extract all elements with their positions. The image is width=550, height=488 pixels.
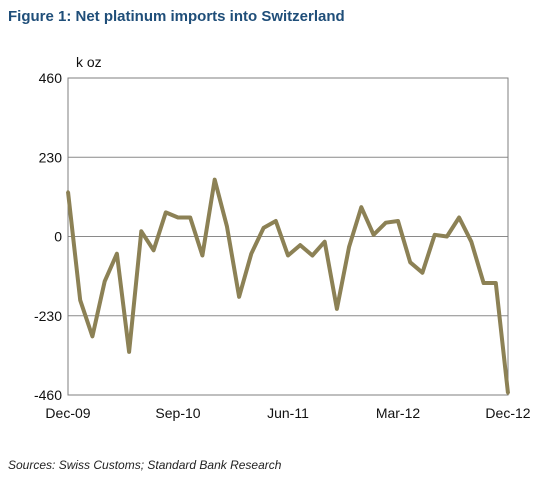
y-axis-unit-label: k oz — [76, 54, 102, 70]
y-tick-label: -460 — [34, 387, 62, 403]
data-point — [323, 240, 327, 244]
x-tick-label: Sep-10 — [155, 405, 200, 421]
data-point — [164, 210, 168, 214]
data-point — [200, 254, 204, 257]
data-point — [90, 334, 94, 338]
data-point — [506, 391, 510, 395]
y-tick-label: -230 — [34, 308, 62, 324]
data-point — [433, 233, 437, 237]
data-point — [372, 233, 376, 237]
data-point — [152, 248, 156, 252]
data-point — [274, 219, 278, 223]
y-tick-label: 0 — [54, 229, 62, 245]
series-line — [66, 177, 510, 394]
data-point — [310, 254, 314, 257]
x-tick-label: Dec-12 — [485, 405, 530, 421]
data-point — [384, 221, 388, 225]
data-point — [127, 350, 131, 354]
data-point — [225, 224, 229, 228]
data-point — [298, 243, 302, 247]
series-layer — [66, 177, 510, 395]
data-point — [494, 281, 498, 285]
data-point — [359, 205, 363, 209]
data-point — [347, 245, 351, 249]
plot-frame — [67, 77, 509, 396]
data-point — [213, 178, 217, 182]
data-point — [237, 295, 241, 299]
data-point — [78, 298, 82, 302]
data-point — [139, 229, 143, 233]
data-point — [457, 216, 461, 219]
data-point — [176, 216, 180, 219]
data-point — [445, 235, 449, 238]
data-point — [482, 281, 486, 285]
data-point — [115, 252, 119, 256]
figure-source: Sources: Swiss Customs; Standard Bank Re… — [8, 458, 282, 472]
data-point — [286, 254, 290, 257]
figure-title: Figure 1: Net platinum imports into Swit… — [8, 8, 345, 25]
data-point — [66, 190, 70, 194]
data-point — [188, 216, 192, 219]
y-tick-label: 230 — [39, 149, 63, 165]
data-point — [262, 226, 266, 230]
data-point — [420, 271, 424, 275]
data-point — [469, 240, 473, 244]
x-tick-label: Dec-09 — [45, 405, 90, 421]
x-axis-ticks: Dec-09 Sep-10 Jun-11 Mar-12 Dec-12 — [45, 405, 530, 421]
data-point — [335, 307, 339, 311]
data-point — [396, 219, 400, 223]
y-axis-ticks: 460 230 0 -230 -460 — [34, 70, 62, 403]
data-point — [103, 279, 107, 283]
y-tick-label: 460 — [39, 70, 63, 86]
data-point — [408, 260, 412, 264]
data-point — [249, 252, 253, 256]
x-tick-label: Mar-12 — [376, 405, 421, 421]
x-tick-label: Jun-11 — [267, 405, 309, 421]
